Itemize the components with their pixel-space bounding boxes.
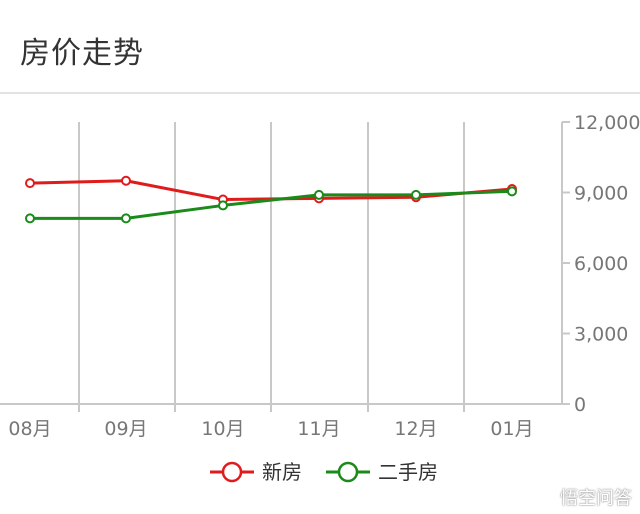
y-tick-label: 12,000 <box>574 112 640 134</box>
series-line <box>30 189 513 220</box>
x-tick-label: 10月 <box>201 418 244 440</box>
x-tick-label: 08月 <box>8 418 51 440</box>
data-point <box>411 189 421 200</box>
x-tick-label: 12月 <box>394 418 437 440</box>
chart-title: 房价走势 <box>20 36 144 71</box>
data-point <box>25 178 35 189</box>
legend-label: 二手房 <box>378 460 438 484</box>
y-tick-label: 3,000 <box>574 324 628 346</box>
x-tick-label: 11月 <box>297 418 340 440</box>
y-tick-label: 0 <box>574 394 586 416</box>
data-point <box>218 200 228 211</box>
data-point <box>121 213 131 224</box>
chart-header: 房价走势 <box>0 0 640 94</box>
data-point <box>25 213 35 224</box>
data-point <box>121 175 131 186</box>
y-tick-label: 6,000 <box>574 253 628 275</box>
watermark: 悟空问答 <box>560 488 632 509</box>
legend-label: 新房 <box>262 460 302 484</box>
data-point <box>314 189 324 200</box>
y-tick-label: 9,000 <box>574 183 628 205</box>
legend-marker-circle <box>221 461 243 483</box>
legend-marker-circle <box>337 461 359 483</box>
x-tick-label: 01月 <box>490 418 533 440</box>
data-point <box>507 186 517 197</box>
x-tick-label: 09月 <box>104 418 147 440</box>
